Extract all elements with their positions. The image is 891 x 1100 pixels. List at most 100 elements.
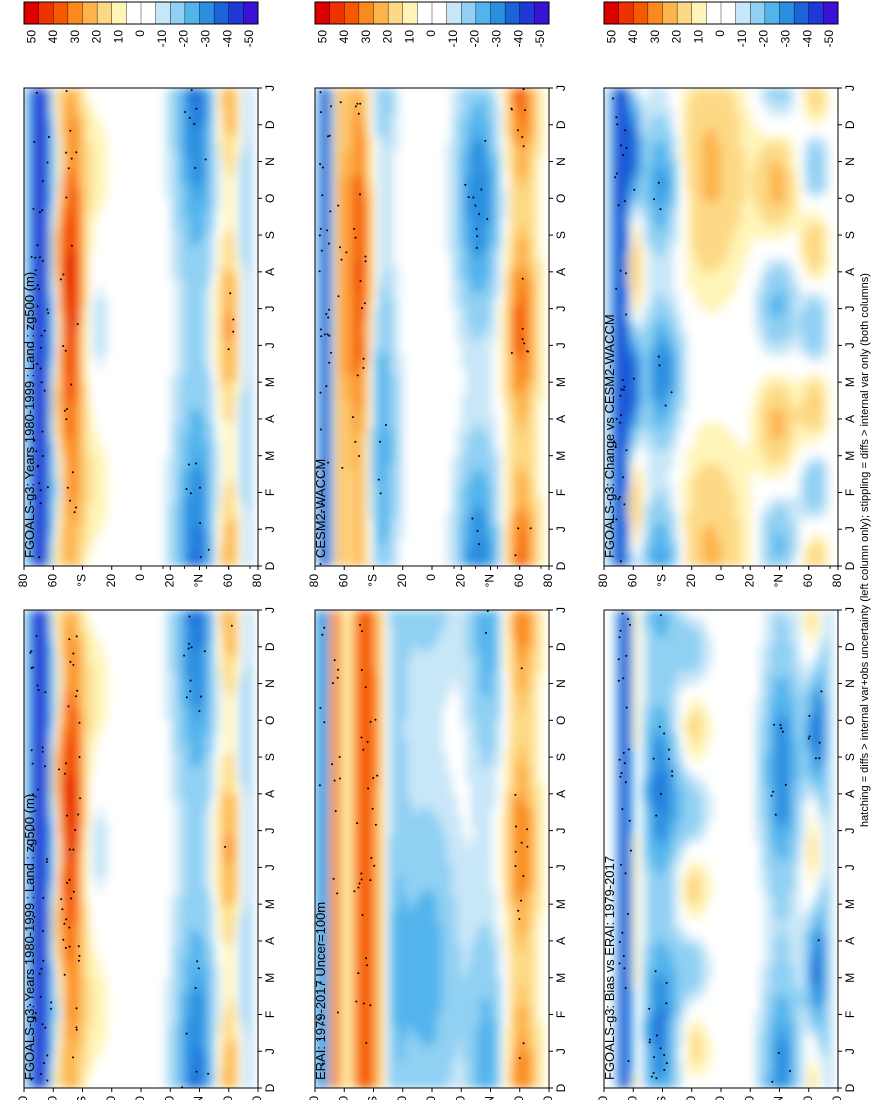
heat-cell bbox=[72, 930, 79, 939]
heat-cell bbox=[175, 408, 181, 417]
heat-cell bbox=[189, 814, 196, 823]
heat-cell bbox=[24, 449, 30, 458]
heat-cell bbox=[58, 108, 64, 116]
heat-cell bbox=[72, 142, 79, 151]
heat-cell bbox=[43, 327, 49, 335]
heat-cell bbox=[63, 408, 69, 417]
heat-cell bbox=[58, 705, 64, 714]
heat-cell bbox=[33, 367, 40, 376]
heat-cell bbox=[58, 88, 64, 96]
heat-cell bbox=[97, 985, 103, 993]
heat-cell bbox=[33, 381, 40, 390]
heat-cell bbox=[194, 402, 201, 410]
stipple-dot bbox=[37, 688, 40, 691]
heat-cell bbox=[204, 327, 210, 335]
heat-cell bbox=[180, 691, 186, 700]
heat-cell bbox=[38, 463, 45, 471]
heat-cell bbox=[180, 944, 186, 953]
heat-cell bbox=[189, 176, 196, 185]
heat-cell bbox=[92, 135, 98, 144]
heat-cell bbox=[184, 292, 191, 301]
heat-cell bbox=[184, 518, 191, 526]
heat-cell bbox=[63, 128, 69, 137]
heat-cell bbox=[43, 197, 49, 205]
heat-cell bbox=[324, 760, 331, 768]
heat-cell bbox=[324, 726, 331, 734]
heat-cell bbox=[209, 739, 215, 748]
heat-cell bbox=[223, 794, 230, 802]
heat-cell bbox=[233, 511, 240, 519]
heat-cell bbox=[315, 808, 321, 816]
heat-cell bbox=[180, 657, 186, 666]
heat-cell bbox=[184, 862, 191, 871]
heat-cell bbox=[199, 292, 205, 301]
heat-cell bbox=[219, 664, 225, 673]
heat-cell bbox=[28, 511, 35, 519]
heat-cell bbox=[339, 650, 345, 659]
heat-cell bbox=[228, 1081, 235, 1088]
heat-cell bbox=[184, 1047, 191, 1055]
stipple-dot bbox=[39, 489, 42, 492]
heat-cell bbox=[67, 122, 74, 130]
heat-cell bbox=[58, 978, 64, 987]
heat-cell bbox=[82, 354, 88, 362]
heat-cell bbox=[170, 685, 176, 693]
heat-cell bbox=[233, 1081, 240, 1088]
heat-cell bbox=[175, 217, 181, 226]
heat-cell bbox=[43, 449, 49, 458]
heat-cell bbox=[329, 685, 336, 693]
heat-cell bbox=[223, 1053, 230, 1062]
heat-cell bbox=[209, 985, 215, 993]
colorbar-swatch bbox=[38, 1, 54, 25]
heat-cell bbox=[184, 320, 191, 328]
heat-cell bbox=[199, 971, 205, 980]
heat-cell bbox=[344, 944, 350, 953]
heat-cell bbox=[97, 842, 103, 850]
heat-cell bbox=[209, 402, 215, 410]
heat-cell bbox=[28, 828, 35, 836]
heat-cell bbox=[199, 518, 205, 526]
heat-cell bbox=[180, 849, 186, 857]
heat-cell bbox=[199, 504, 205, 512]
heat-cell bbox=[53, 773, 59, 782]
heat-cell bbox=[67, 992, 74, 1000]
heat-cell bbox=[238, 760, 244, 768]
heat-cell bbox=[170, 1033, 176, 1041]
heat-cell bbox=[82, 258, 88, 267]
heat-cell bbox=[33, 538, 40, 547]
heat-cell bbox=[72, 518, 79, 526]
heat-cell bbox=[170, 958, 176, 966]
heat-cell bbox=[180, 965, 186, 973]
heat-cell bbox=[223, 739, 230, 748]
heat-cell bbox=[58, 374, 64, 383]
heat-cell bbox=[24, 88, 30, 96]
heat-cell bbox=[329, 849, 336, 857]
heat-cell bbox=[77, 443, 84, 451]
heat-cell bbox=[58, 367, 64, 376]
heat-cell bbox=[248, 128, 254, 137]
heat-cell bbox=[329, 698, 336, 707]
heat-cell bbox=[189, 484, 196, 492]
colorbar-swatch bbox=[23, 1, 40, 25]
heat-cell bbox=[324, 671, 331, 679]
heat-cell bbox=[233, 610, 240, 618]
heat-cell bbox=[63, 169, 69, 178]
heat-cell bbox=[243, 855, 249, 864]
heat-cell bbox=[209, 559, 215, 566]
heat-cell bbox=[58, 889, 64, 898]
heat-cell bbox=[63, 787, 69, 795]
heat-cell bbox=[87, 965, 93, 973]
heat-cell bbox=[233, 504, 240, 512]
heat-cell bbox=[48, 1040, 54, 1048]
heat-cell bbox=[33, 374, 40, 383]
heat-cell bbox=[38, 691, 45, 700]
heat-cell bbox=[180, 402, 186, 410]
heat-cell bbox=[24, 637, 30, 645]
heat-cell bbox=[209, 1040, 215, 1048]
heat-cell bbox=[199, 477, 205, 485]
heat-cell bbox=[48, 712, 54, 720]
heat-cell bbox=[204, 821, 210, 830]
heat-cell bbox=[175, 1012, 181, 1021]
stipple-dot bbox=[69, 129, 72, 132]
heat-cell bbox=[238, 429, 244, 437]
